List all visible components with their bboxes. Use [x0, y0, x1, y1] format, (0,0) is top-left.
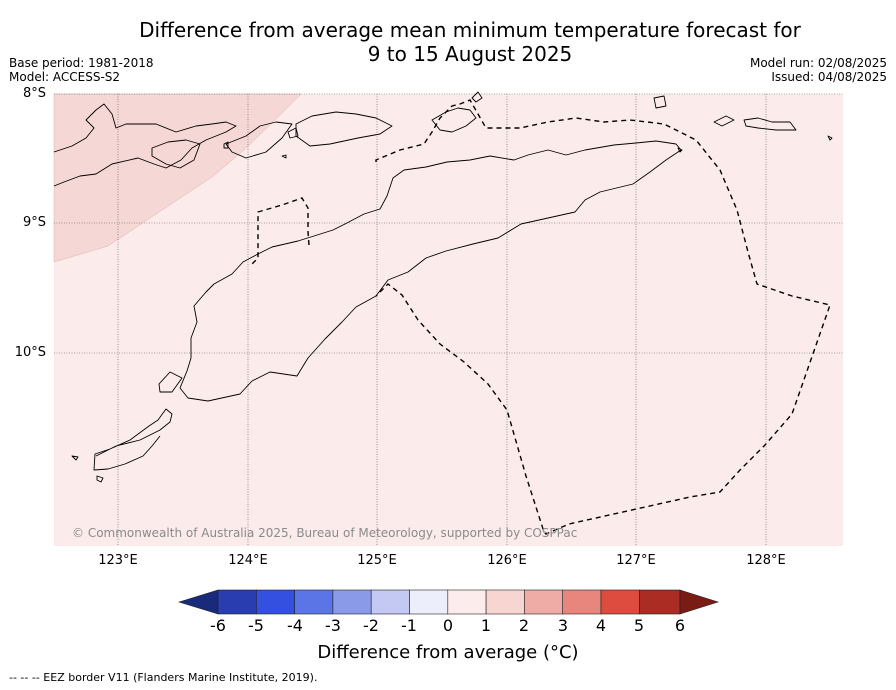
meta-right: Model run: 02/08/2025 Issued: 04/08/2025: [750, 56, 887, 84]
colorbar-extend-low: [177, 589, 219, 615]
colorbar-bin-n6: [217, 589, 257, 615]
lon-label-126e: 126°E: [487, 553, 527, 568]
colorbar-bin-p5: [638, 589, 681, 615]
colorbar-tick: -1: [401, 616, 417, 635]
colorbar: [177, 589, 719, 615]
base-period: Base period: 1981-2018: [9, 56, 154, 70]
colorbar-tick: 6: [674, 616, 686, 635]
colorbar-bin-p4: [600, 589, 640, 615]
lembata-island-coast: [225, 121, 293, 159]
lon-label-128e: 128°E: [746, 553, 786, 568]
model-run: Model run: 02/08/2025: [749, 56, 887, 70]
colorbar-bin-n3: [332, 589, 372, 615]
lat-label-9s: 9°S: [22, 215, 46, 230]
colorbar-bin-n1: [409, 589, 449, 615]
colorbar-label: Difference from average (°C): [317, 642, 579, 663]
colorbar-tick: 4: [595, 616, 607, 635]
colorbar-tick: -4: [287, 616, 303, 635]
copyright-notice: © Commonwealth of Australia 2025, Bureau…: [72, 526, 578, 540]
eez-footnote: -- -- -- EEZ border V11 (Flanders Marine…: [9, 671, 318, 684]
solor-island-coast: [151, 139, 201, 169]
liran-islet: [471, 91, 483, 103]
colorbar-bin-p0: [447, 589, 487, 615]
wetar-island-coast: [431, 107, 477, 133]
lon-label-125e: 125°E: [357, 553, 397, 568]
colorbar-tick: -6: [210, 616, 226, 635]
lon-label-123e: 123°E: [98, 553, 138, 568]
title-line-1: Difference from average mean minimum tem…: [139, 18, 801, 42]
colorbar-bin-p1: [485, 589, 525, 615]
alor-island-coast: [295, 111, 393, 147]
colorbar-bin-n4: [294, 589, 334, 615]
colorbar-extend-high: [679, 589, 719, 615]
lat-label-8s: 8°S: [22, 86, 46, 101]
colorbar-bin-p3: [562, 589, 602, 615]
meta-left: Base period: 1981-2018 Model: ACCESS-S2: [9, 56, 154, 84]
jaco-islet: [677, 147, 683, 153]
small-islet-coast: [71, 455, 79, 461]
small-islet-3: [281, 154, 287, 159]
colorbar-bin-p2: [524, 589, 564, 615]
coastlines: [53, 91, 833, 483]
moa-island-coast: [743, 117, 797, 131]
colorbar-tick: 2: [518, 616, 530, 635]
colorbar-tick: -5: [248, 616, 264, 635]
pantar-island-coast: [287, 127, 299, 139]
leti-island-coast: [713, 115, 735, 127]
colorbar-bin-n5: [255, 589, 295, 615]
graticule: [54, 93, 843, 546]
issued-date: Issued: 04/08/2025: [771, 70, 887, 84]
colorbar-tick: -3: [325, 616, 341, 635]
lat-label-10s: 10°S: [14, 345, 46, 360]
colorbar-tick: 0: [442, 616, 454, 635]
kisar-island-coast: [653, 95, 667, 109]
small-islet-2: [223, 141, 229, 149]
flores-coast: [53, 103, 237, 187]
colorbar-tick: 5: [633, 616, 645, 635]
ndao-island-coast: [96, 475, 104, 483]
timor-island-coast: [179, 140, 682, 402]
semau-island-coast: [158, 371, 183, 393]
colorbar-bin-n2: [370, 589, 410, 615]
lakor-islet: [827, 135, 833, 141]
warmer-anomaly-region: [53, 93, 302, 263]
colorbar-tick: -2: [363, 616, 379, 635]
colorbar-tick: 1: [480, 616, 492, 635]
rote-island-coast: [93, 408, 173, 471]
title-line-2: 9 to 15 August 2025: [367, 42, 573, 66]
eez-border: [251, 99, 831, 535]
model-name: Model: ACCESS-S2: [9, 70, 121, 84]
colorbar-tick: 3: [557, 616, 569, 635]
figure-title: Difference from average mean minimum tem…: [0, 18, 896, 66]
lon-label-127e: 127°E: [616, 553, 656, 568]
lon-label-124e: 124°E: [228, 553, 268, 568]
